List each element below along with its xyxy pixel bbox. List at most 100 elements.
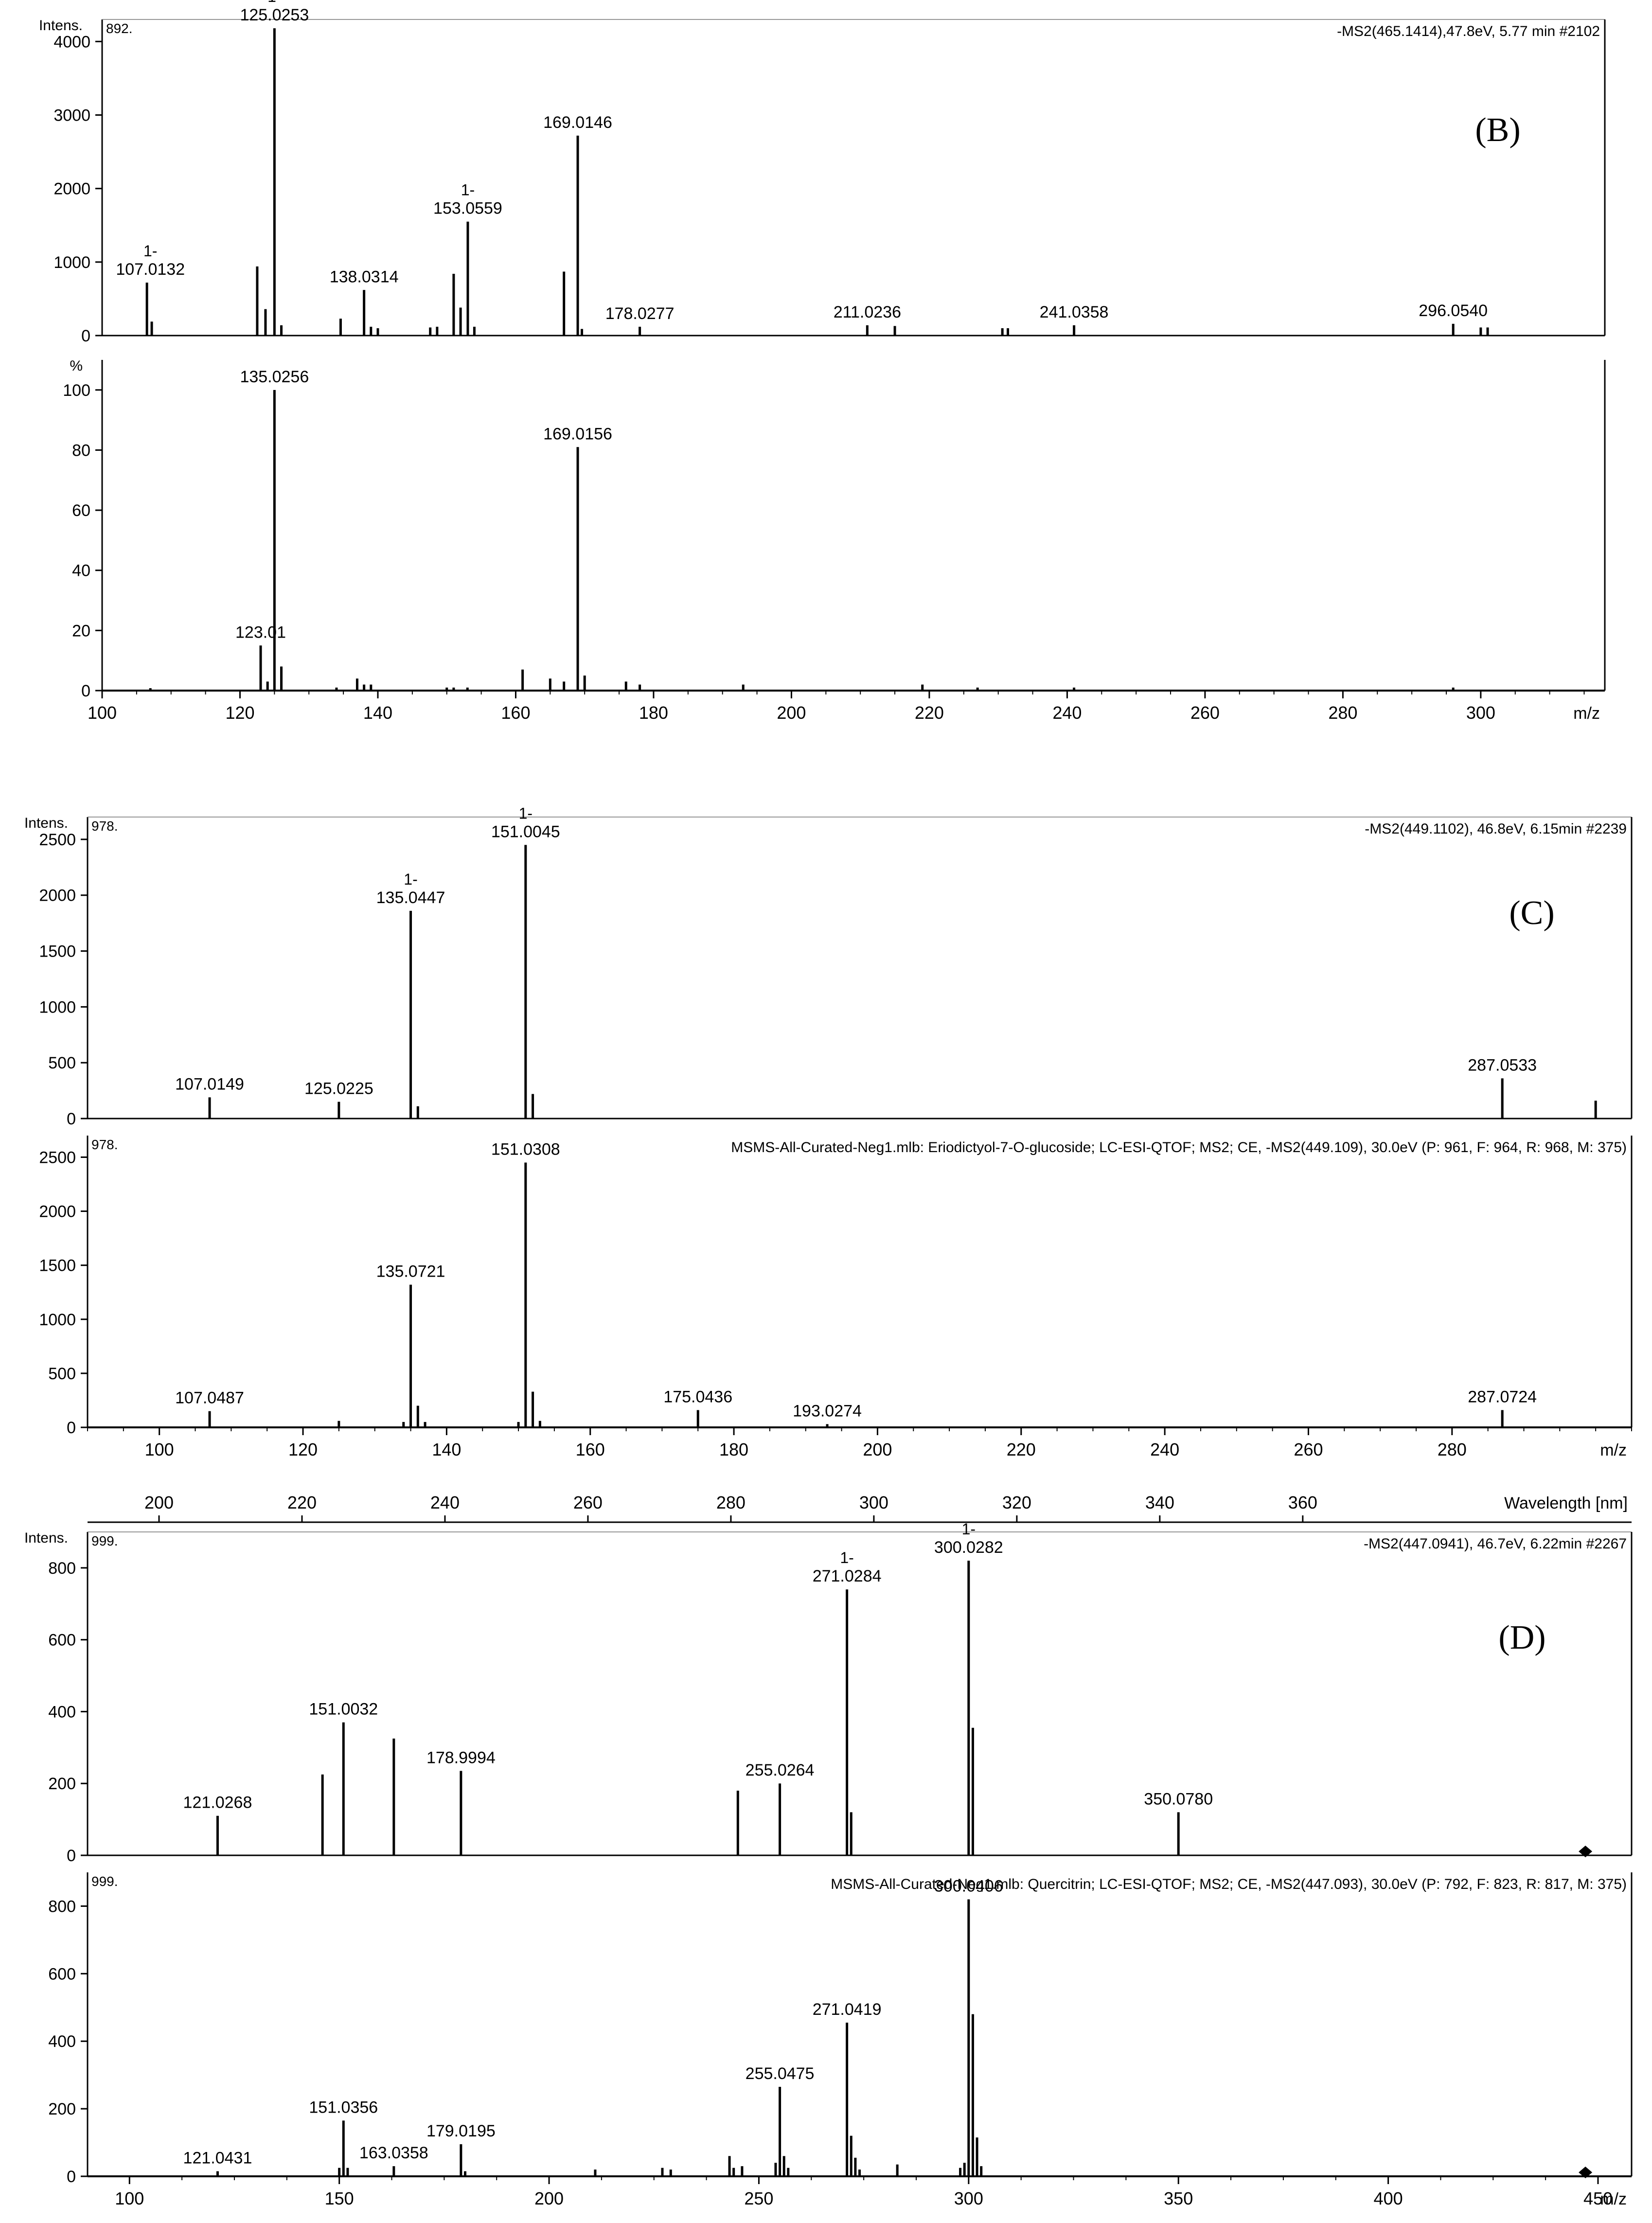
y-tick-label: 4000	[53, 33, 90, 51]
x-tick-label: 260	[1190, 703, 1220, 723]
spectrum-header: -MS2(447.0941), 46.7eV, 6.22min #2267	[1364, 1536, 1627, 1552]
precursor-marker	[1579, 1846, 1593, 1857]
peak-label: 125.0253	[240, 6, 309, 24]
x-tick-label: 180	[639, 703, 668, 723]
y-tick-label: 1500	[39, 1257, 76, 1275]
y-tick-label: 2500	[39, 831, 76, 849]
y-tick-label: 400	[48, 2032, 76, 2051]
x-tick-label: 240	[1150, 1440, 1179, 1459]
y-axis-label: Intens.	[24, 815, 68, 831]
x-tick-label: 450	[1583, 2188, 1613, 2208]
y-axis-label: %	[70, 358, 83, 374]
y-tick-label: 2000	[53, 180, 90, 198]
peak-label: 151.0032	[309, 1700, 378, 1719]
peak-label: 121.0431	[183, 2149, 252, 2168]
x-tick-label: 200	[534, 2188, 564, 2208]
peak-label: 163.0358	[359, 2144, 428, 2162]
y-tick-label: 200	[48, 1775, 76, 1793]
peak-charge-tag: 1-	[143, 242, 157, 260]
y-tick-label: 0	[67, 2168, 76, 2186]
scale-label: 999.	[91, 1533, 118, 1548]
wavelength-tick-label: 260	[573, 1493, 603, 1512]
y-tick-label: 1000	[53, 253, 90, 272]
peak-charge-tag: 1-	[267, 0, 281, 5]
y-tick-label: 2000	[39, 1203, 76, 1221]
peak-label: 300.0406	[934, 1877, 1003, 1896]
wavelength-tick-label: 300	[859, 1493, 888, 1512]
x-tick-label: 140	[363, 703, 392, 723]
peak-label: 296.0540	[1419, 302, 1488, 320]
y-tick-label: 2000	[39, 887, 76, 905]
peak-label: 255.0264	[746, 1761, 815, 1779]
scale-label: 999.	[91, 1874, 118, 1889]
x-axis-0: 100 120 140 160 180 200 220 240 260 280 300 m/z	[88, 691, 1600, 723]
peak-label: 153.0559	[433, 199, 502, 218]
y-tick-label: 80	[72, 441, 90, 460]
peak-label: 300.0282	[934, 1538, 1003, 1557]
peak-charge-tag: 1-	[962, 1520, 976, 1538]
y-tick-label: 1000	[39, 998, 76, 1016]
y-tick-label: 0	[67, 1847, 76, 1865]
peak-label: 135.0447	[376, 889, 445, 907]
x-tick-label: 100	[145, 1440, 174, 1459]
y-tick-label: 40	[72, 562, 90, 580]
wavelength-tick-label: 360	[1288, 1493, 1317, 1512]
peak-label: 287.0724	[1468, 1387, 1537, 1406]
peak-label: 107.0487	[175, 1389, 244, 1407]
x-tick-label: 160	[576, 1440, 605, 1459]
x-tick-label: 260	[1294, 1440, 1323, 1459]
x-tick-label: 280	[1328, 703, 1357, 723]
x-tick-label: 350	[1164, 2188, 1193, 2208]
x-tick-label: 240	[1052, 703, 1082, 723]
y-tick-label: 0	[67, 1419, 76, 1437]
scale-label: 892.	[106, 21, 133, 36]
peak-label: 211.0236	[834, 303, 901, 321]
peak-label: 107.0149	[175, 1075, 244, 1093]
spectrum-header: MSMS-All-Curated-Neg1.mlb: Eriodictyol-7…	[731, 1139, 1627, 1156]
peak-label: 151.0308	[491, 1140, 560, 1159]
wavelength-tick-label: 200	[144, 1493, 174, 1512]
scale-label: 978.	[91, 1137, 118, 1152]
peak-label: 179.0195	[426, 2122, 496, 2140]
peak-label: 138.0314	[330, 267, 399, 286]
spectrum-header: -MS2(465.1414),47.8eV, 5.77 min #2102	[1337, 23, 1600, 39]
peak-label: 287.0533	[1468, 1056, 1537, 1074]
x-tick-label: 250	[744, 2188, 773, 2208]
y-tick-label: 400	[48, 1703, 76, 1721]
y-axis-label: Intens.	[24, 1530, 68, 1546]
x-axis-label: m/z	[1600, 1441, 1627, 1459]
y-tick-label: 20	[72, 622, 90, 640]
peak-label: 350.0780	[1144, 1790, 1213, 1808]
spectrum-1-bottom: 0 500 1000 1500 2000 2500 978. MSMS-All-Curated…	[39, 1136, 1633, 1437]
peak-label: 178.0277	[605, 304, 675, 323]
x-axis-label: m/z	[1573, 704, 1600, 723]
scale-label: 978.	[91, 818, 118, 834]
peak-label: 125.0225	[304, 1080, 373, 1098]
x-tick-label: 220	[1007, 1440, 1036, 1459]
peak-label: 135.0721	[376, 1263, 445, 1281]
y-tick-label: 3000	[53, 107, 90, 125]
x-tick-label: 180	[719, 1440, 748, 1459]
peak-charge-tag: 1-	[519, 804, 533, 822]
wavelength-tick-label: 220	[287, 1493, 317, 1512]
peak-label: 123.01	[235, 623, 286, 641]
wavelength-tick-label: 240	[430, 1493, 460, 1512]
x-axis-label: m/z	[1600, 2190, 1627, 2208]
x-axis-1: 100 120 140 160 180 200 220 240 260 280 m/z	[87, 1427, 1632, 1459]
peak-label: 107.0132	[116, 260, 185, 279]
x-tick-label: 200	[777, 703, 806, 723]
x-tick-label: 220	[915, 703, 944, 723]
spectrum-2-bottom: 0 200 400 600 800 999. MSMS-All-Curated-Neg1.m…	[48, 1872, 1633, 2186]
x-tick-label: 300	[954, 2188, 983, 2208]
x-tick-label: 400	[1374, 2188, 1403, 2208]
y-tick-label: 0	[81, 682, 90, 700]
y-tick-label: 1500	[39, 943, 76, 961]
x-tick-label: 140	[432, 1440, 461, 1459]
x-tick-label: 120	[225, 703, 254, 723]
x-tick-label: 280	[1438, 1440, 1467, 1459]
peak-label: 151.0356	[309, 2098, 378, 2116]
y-tick-label: 0	[81, 327, 90, 345]
